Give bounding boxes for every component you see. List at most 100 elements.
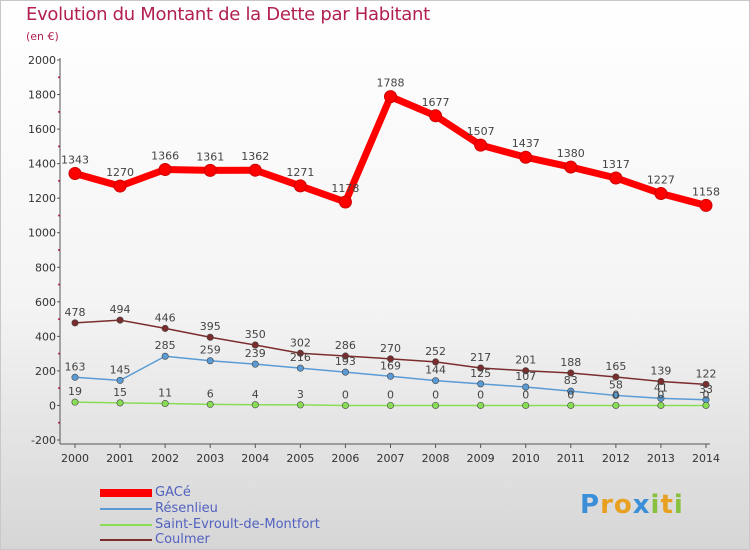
data-label: 169 <box>380 359 401 372</box>
data-point <box>702 380 710 388</box>
data-point <box>657 377 665 385</box>
y-tick-label: 2000 <box>28 54 56 67</box>
data-point <box>296 364 304 372</box>
y-minor-tick <box>58 352 60 355</box>
data-point <box>477 364 485 372</box>
data-point <box>206 333 214 341</box>
data-label: 270 <box>380 342 401 355</box>
data-label: 11 <box>158 387 172 400</box>
data-point <box>657 394 665 402</box>
legend-label-1: Résenlieu <box>155 501 218 516</box>
data-label: 1178 <box>331 182 359 195</box>
y-tick-label: 1400 <box>28 158 56 171</box>
data-point <box>384 90 397 104</box>
data-point <box>386 355 394 363</box>
data-label: 58 <box>609 378 623 391</box>
legend-swatch-1 <box>100 508 152 510</box>
data-label: 478 <box>65 306 86 319</box>
data-label: 0 <box>703 388 710 401</box>
data-label: 145 <box>110 363 131 376</box>
data-label: 1380 <box>557 147 585 160</box>
data-point <box>432 401 440 409</box>
x-tick-label: 2001 <box>106 452 134 465</box>
data-label: 285 <box>155 339 176 352</box>
data-point <box>522 383 530 391</box>
chart-subtitle: (en €) <box>26 30 59 43</box>
data-label: 1227 <box>647 174 675 187</box>
data-label: 1366 <box>151 150 179 163</box>
data-label: 0 <box>477 388 484 401</box>
data-point <box>206 400 214 408</box>
x-tick-label: 2009 <box>467 452 495 465</box>
data-label: 139 <box>650 364 671 377</box>
legend-label-3: Coulmer <box>155 532 210 547</box>
data-point <box>68 166 82 180</box>
logo-letter: o <box>613 490 633 520</box>
data-point <box>477 380 485 388</box>
x-tick-label: 2014 <box>692 452 720 465</box>
data-label: 107 <box>515 370 536 383</box>
y-minor-tick <box>58 283 60 286</box>
data-point <box>567 387 575 395</box>
data-point <box>116 316 124 324</box>
x-tick-label: 2000 <box>61 452 89 465</box>
data-point <box>432 377 440 385</box>
data-point <box>113 179 127 193</box>
data-label: 446 <box>155 311 176 324</box>
x-tick-label: 2008 <box>422 452 450 465</box>
data-label: 1317 <box>602 158 630 171</box>
data-point <box>341 352 349 360</box>
data-point <box>161 400 169 408</box>
data-label: 1271 <box>286 166 314 179</box>
data-label: 193 <box>335 355 356 368</box>
data-label: 1437 <box>512 137 540 150</box>
data-point <box>161 352 169 360</box>
data-point <box>474 138 488 152</box>
data-point <box>296 401 304 409</box>
data-point <box>338 195 352 209</box>
data-point <box>386 401 394 409</box>
x-tick-label: 2007 <box>377 452 405 465</box>
y-tick-label: -200 <box>31 434 56 447</box>
data-point <box>612 401 620 409</box>
data-label: 0 <box>567 388 574 401</box>
data-point <box>293 179 307 193</box>
data-label: 6 <box>207 387 214 400</box>
x-tick-label: 2003 <box>196 452 224 465</box>
data-point <box>251 360 259 368</box>
data-point <box>71 373 79 381</box>
data-point <box>612 373 620 381</box>
data-label: 217 <box>470 351 491 364</box>
y-tick-label: 1000 <box>28 227 56 240</box>
data-point <box>699 198 713 212</box>
data-point <box>477 401 485 409</box>
data-point <box>567 369 575 377</box>
proxiti-logo: Proxiti <box>580 490 684 520</box>
data-label: 302 <box>290 336 311 349</box>
y-tick-label: 1200 <box>28 192 56 205</box>
logo-letter: i <box>650 490 661 520</box>
data-label: 494 <box>110 303 131 316</box>
data-point <box>296 349 304 357</box>
data-label: 1343 <box>61 153 89 166</box>
data-label: 252 <box>425 345 446 358</box>
data-point <box>71 398 79 406</box>
data-point <box>657 401 665 409</box>
data-point <box>203 163 217 177</box>
y-minor-tick <box>58 421 60 424</box>
data-point <box>522 367 530 375</box>
x-tick-label: 2002 <box>151 452 179 465</box>
y-minor-tick <box>58 179 60 182</box>
data-label: 350 <box>245 328 266 341</box>
data-label: 216 <box>290 351 311 364</box>
data-label: 33 <box>699 383 713 396</box>
data-label: 0 <box>342 388 349 401</box>
data-point <box>654 187 668 201</box>
data-point <box>71 319 79 327</box>
data-label: 1677 <box>422 96 450 109</box>
data-point <box>116 376 124 384</box>
data-label: 83 <box>564 374 578 387</box>
data-point <box>522 401 530 409</box>
y-tick-label: 1800 <box>28 89 56 102</box>
